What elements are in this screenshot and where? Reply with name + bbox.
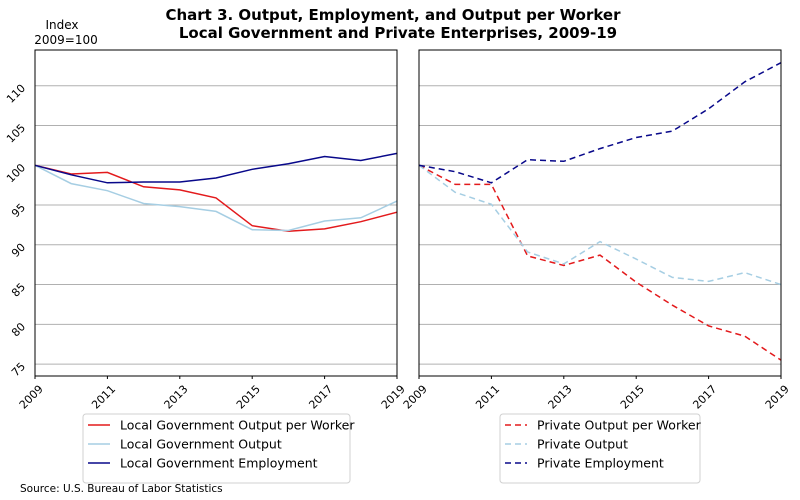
legend-label: Private Output per Worker [537,418,702,433]
series-line [34,164,398,233]
right-panel: 2009 2011 2013 2015 2017 2019 [401,49,792,412]
y-tick-label: 85 [9,280,28,299]
legend-box [499,413,701,484]
y-tick-label: 90 [9,241,28,260]
x-tick-label: 2011 [473,383,502,412]
x-tick-label: 2013 [162,383,191,412]
y-tick-label: 80 [9,320,28,339]
x-tick-label: 2017 [690,383,719,412]
plot-frame [418,49,782,377]
y-tick-label: 105 [4,121,28,145]
series-line [418,164,782,361]
legend-label: Local Government Output [120,437,282,452]
right-legend: Private Output per Worker Private Output P… [499,413,702,484]
x-tick-label: 2009 [17,383,46,412]
left-legend: Local Government Output per Worker Local … [82,413,355,484]
x-tick-label: 2017 [306,383,335,412]
series-line [418,164,782,286]
source-note: Source: U.S. Bureau of Labor Statistics [20,483,223,495]
legend-label: Private Output [537,437,628,452]
x-tick-label: 2009 [401,383,430,412]
series-line [34,152,398,184]
y-tick-label: 95 [9,201,28,220]
x-tick-label: 2015 [234,383,263,412]
legend-box [82,413,351,484]
plot-frame [34,49,398,377]
series-line [418,62,782,184]
legend-label: Local Government Employment [120,456,318,471]
x-tick-label: 2015 [618,383,647,412]
legend-label: Local Government Output per Worker [120,418,355,433]
series-line [34,164,398,232]
y-tick-label: 100 [4,161,28,185]
x-tick-label: 2019 [763,383,792,412]
x-tick-label: 2013 [546,383,575,412]
y-axis-title-line1: Index [45,18,78,32]
y-tick-label: 75 [9,360,28,379]
x-tick-label: 2011 [89,383,118,412]
left-panel: 2009 2011 2013 2015 2017 2019 75 80 85 90 95 100 105… [4,49,408,412]
y-tick-label: 110 [4,82,28,106]
chart-title-line2: Local Government and Private Enterprises… [179,24,617,42]
chart-title-line1: Chart 3. Output, Employment, and Output … [165,6,621,24]
legend-label: Private Employment [537,456,664,471]
x-tick-label: 2019 [379,383,408,412]
y-axis-title-line2: 2009=100 [34,33,98,47]
